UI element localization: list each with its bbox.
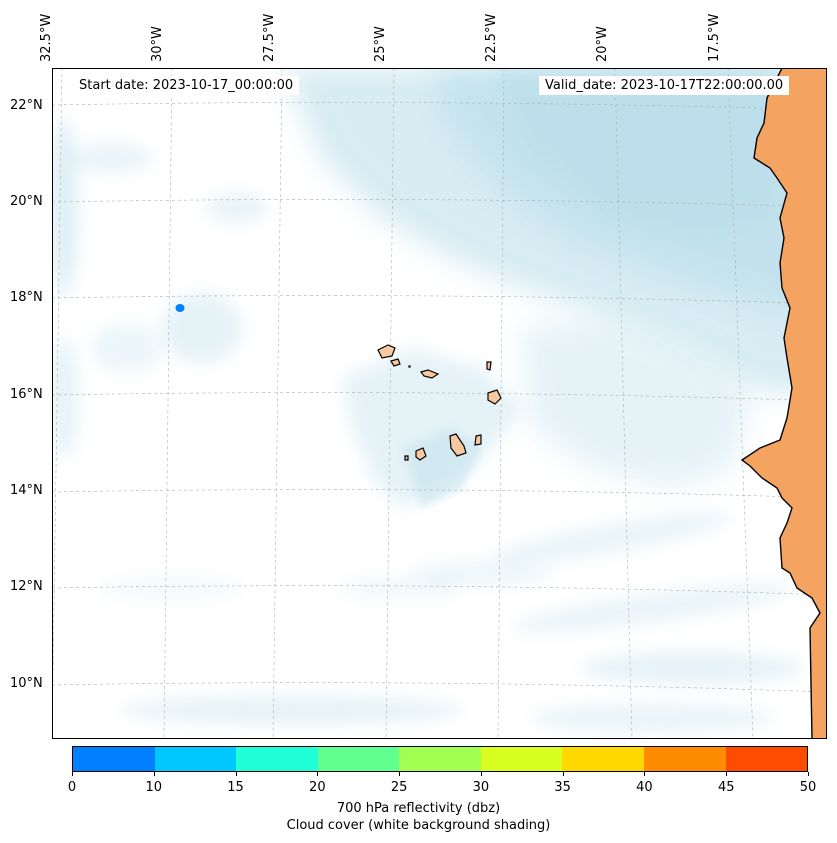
colorbar-tick-label: 30 [472,780,490,795]
colorbar-segment [236,747,318,771]
lat-label-18n: 18°N [10,290,43,305]
colorbar-tickmark [480,772,482,776]
cape-verde-islands [377,344,502,461]
colorbar-segment [643,747,726,771]
lat-label-22n: 22°N [10,98,43,113]
colorbar-segment [317,747,400,771]
colorbar-tick-label: 0 [67,780,77,795]
colorbar-tickmark [317,772,319,776]
colorbar-tick-label: 40 [636,780,653,795]
colorbar-tickmark [644,772,646,776]
colorbar [72,746,808,772]
colorbar-tickmark [399,772,401,776]
colorbar-segment [154,747,237,771]
colorbar-tickmark [235,772,237,776]
colorbar-sublabel: Cloud cover (white background shading) [286,818,551,833]
colorbar-tick-label: 10 [145,780,163,795]
colorbar-tickmark [808,772,809,776]
lon-label-30w: 30°W [150,26,165,62]
colorbar-segment [73,747,155,771]
lon-label-32-5w: 32.5°W [39,13,54,62]
colorbar-tickmark [153,772,155,776]
colorbar-segment [399,747,481,771]
west-africa-land [742,68,827,739]
lat-label-20n: 20°N [10,194,43,209]
lat-label-14n: 14°N [10,483,43,498]
lon-label-25w: 25°W [373,26,388,62]
colorbar-tick-label: 15 [227,780,244,795]
colorbar-tickmark [562,772,564,776]
map-canvas [52,68,827,739]
lon-label-17-5w: 17.5°W [707,13,722,62]
lon-label-22-5w: 22.5°W [484,13,499,62]
start-date-label: Start date: 2023-10-17_00:00:00 [73,76,300,95]
colorbar-tickmark [726,772,728,776]
colorbar-label: 700 hPa reflectivity (dbz) [336,801,501,816]
colorbar-tick-label: 25 [390,780,408,795]
graticule [52,68,827,739]
colorbar-segment [480,747,563,771]
colorbar-segment [725,747,808,771]
lat-label-16n: 16°N [10,387,43,402]
west-africa-coastline [740,68,821,739]
colorbar-segment [562,747,644,771]
lon-label-20w: 20°W [595,26,610,62]
lat-label-12n: 12°N [10,579,43,594]
map-panel[interactable] [52,68,827,739]
colorbar-tickmark [72,772,73,776]
valid-date-label: Valid_date: 2023-10-17T22:00:00.00 [539,76,790,95]
colorbar-tick-label: 45 [717,780,735,795]
colorbar-tick-label: 50 [799,780,817,795]
colorbar-tick-label: 35 [554,780,571,795]
lat-label-10n: 10°N [10,676,43,691]
reflectivity-spot [175,304,185,312]
lon-label-27-5w: 27.5°W [262,13,277,62]
colorbar-tick-label: 20 [309,780,326,795]
